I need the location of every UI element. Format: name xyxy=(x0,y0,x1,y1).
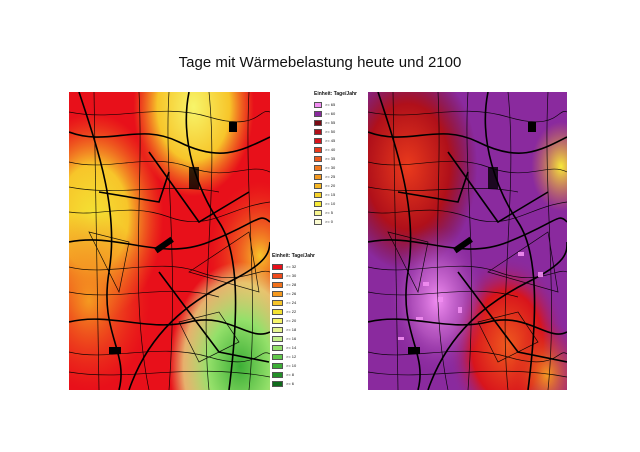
legend-label: >= 15 xyxy=(325,192,336,197)
legend-item: >= 16 xyxy=(272,334,314,343)
legend-item: >= 20 xyxy=(314,181,368,190)
legend-rows: >= 65 >= 60 >= 55 >= 50 >= 45 >= 40 >= 35 >= 30… xyxy=(314,100,368,226)
legend-swatch xyxy=(272,335,283,342)
legend-label: >= 14 xyxy=(286,345,297,350)
legend-item: >= 30 xyxy=(314,163,368,172)
legend-item: >= 30 xyxy=(272,271,314,280)
legend-label: >= 32 xyxy=(286,264,297,269)
map-2100 xyxy=(368,92,567,390)
legend-item: >= 24 xyxy=(272,298,314,307)
map-today xyxy=(69,92,270,390)
legend-swatch xyxy=(272,299,283,306)
legend-swatch xyxy=(314,218,322,225)
legend-item: >= 0 xyxy=(314,217,368,226)
legend-swatch xyxy=(314,164,322,171)
legend-swatch xyxy=(272,263,283,270)
legend-item: >= 60 xyxy=(314,109,368,118)
legend-item: >= 12 xyxy=(272,352,314,361)
legend-label: >= 5 xyxy=(325,210,334,215)
legend-label: >= 26 xyxy=(286,291,297,296)
legend-swatch xyxy=(272,353,283,360)
legend-label: >= 8 xyxy=(286,372,295,377)
legend-swatch xyxy=(314,110,322,117)
legend-title: Einheit: Tage/Jahr xyxy=(272,253,315,259)
legend-label: >= 0 xyxy=(325,219,334,224)
legend-swatch xyxy=(314,182,322,189)
legend-swatch xyxy=(272,380,283,387)
legend-label: >= 22 xyxy=(286,309,297,314)
legend-swatch xyxy=(314,128,322,135)
legend-item: >= 50 xyxy=(314,127,368,136)
legend-item: >= 15 xyxy=(314,190,368,199)
legend-label: >= 45 xyxy=(325,138,336,143)
legend-title: Einheit: Tage/Jahr xyxy=(314,91,357,97)
legend-swatch xyxy=(272,362,283,369)
legend-label: >= 55 xyxy=(325,120,336,125)
heat-map-today-image xyxy=(69,92,270,390)
legend-item: >= 55 xyxy=(314,118,368,127)
legend-swatch xyxy=(314,191,322,198)
legend-item: >= 10 xyxy=(314,199,368,208)
legend-label: >= 40 xyxy=(325,147,336,152)
legend-swatch xyxy=(314,137,322,144)
legend-label: >= 20 xyxy=(286,318,297,323)
legend-label: >= 20 xyxy=(325,183,336,188)
legend-item: >= 20 xyxy=(272,316,314,325)
legend-item: >= 14 xyxy=(272,343,314,352)
legend-swatch xyxy=(314,146,322,153)
page-title: Tage mit Wärmebelastung heute und 2100 xyxy=(178,54,462,71)
legend-label: >= 18 xyxy=(286,327,297,332)
legend-today: Einheit: Tage/Jahr >= 32 >= 30 >= 28 >= 26 >… xyxy=(272,253,315,391)
legend-item: >= 32 xyxy=(272,262,314,271)
legend-item: >= 65 xyxy=(314,100,368,109)
legend-swatch xyxy=(314,101,322,108)
legend-item: >= 28 xyxy=(272,280,314,289)
legend-swatch xyxy=(272,272,283,279)
legend-2100: Einheit: Tage/Jahr >= 65 >= 60 >= 55 >= 50 >… xyxy=(314,91,368,239)
legend-swatch xyxy=(272,326,283,333)
legend-swatch xyxy=(314,155,322,162)
legend-swatch xyxy=(272,371,283,378)
legend-item: >= 45 xyxy=(314,136,368,145)
legend-label: >= 10 xyxy=(286,363,297,368)
legend-label: >= 60 xyxy=(325,111,336,116)
legend-item: >= 8 xyxy=(272,370,314,379)
legend-label: >= 35 xyxy=(325,156,336,161)
legend-swatch xyxy=(314,173,322,180)
legend-swatch xyxy=(272,344,283,351)
legend-label: >= 12 xyxy=(286,354,297,359)
legend-item: >= 10 xyxy=(272,361,314,370)
legend-item: >= 22 xyxy=(272,307,314,316)
legend-item: >= 25 xyxy=(314,172,368,181)
legend-item: >= 40 xyxy=(314,145,368,154)
legend-label: >= 16 xyxy=(286,336,297,341)
legend-rows: >= 32 >= 30 >= 28 >= 26 >= 24 >= 22 >= 20 >= 18… xyxy=(272,262,314,388)
legend-label: >= 65 xyxy=(325,102,336,107)
legend-swatch xyxy=(272,317,283,324)
legend-swatch xyxy=(272,308,283,315)
legend-swatch xyxy=(272,281,283,288)
legend-swatch xyxy=(314,119,322,126)
legend-label: >= 6 xyxy=(286,381,295,386)
legend-label: >= 25 xyxy=(325,174,336,179)
legend-swatch xyxy=(314,200,322,207)
legend-label: >= 30 xyxy=(325,165,336,170)
legend-item: >= 5 xyxy=(314,208,368,217)
legend-label: >= 50 xyxy=(325,129,336,134)
legend-label: >= 28 xyxy=(286,282,297,287)
legend-label: >= 10 xyxy=(325,201,336,206)
legend-item: >= 18 xyxy=(272,325,314,334)
legend-item: >= 6 xyxy=(272,379,314,388)
heat-map-2100-image xyxy=(368,92,567,390)
legend-item: >= 26 xyxy=(272,289,314,298)
legend-label: >= 30 xyxy=(286,273,297,278)
legend-item: >= 35 xyxy=(314,154,368,163)
legend-label: >= 24 xyxy=(286,300,297,305)
legend-swatch xyxy=(272,290,283,297)
legend-swatch xyxy=(314,209,322,216)
